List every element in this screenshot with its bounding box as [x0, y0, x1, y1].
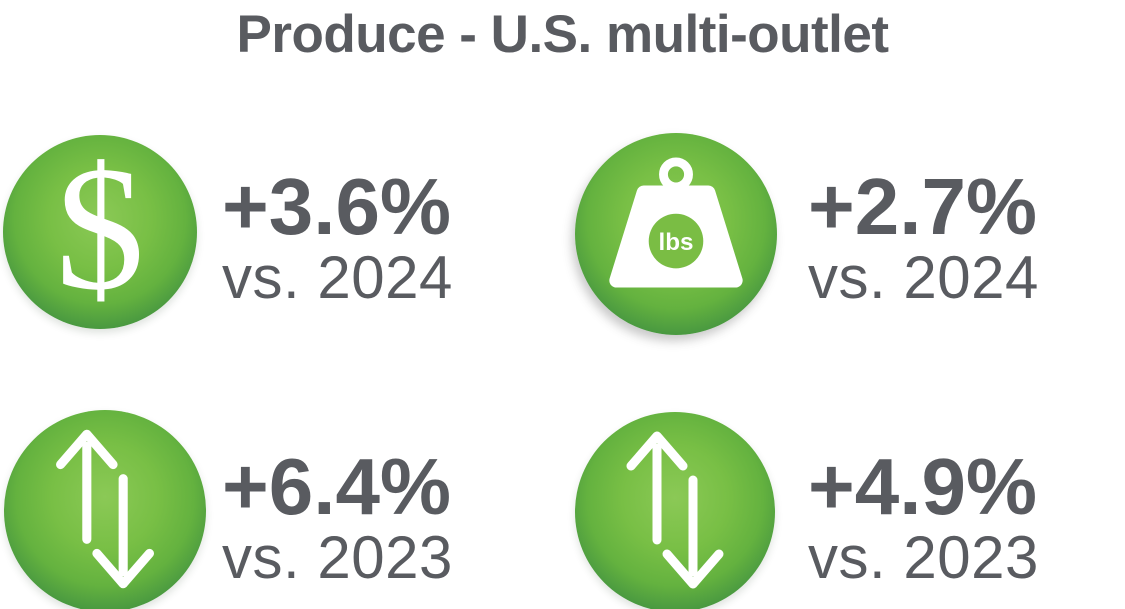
stat-label: vs. 2024: [222, 244, 453, 311]
up-down-arrows-icon-graphic: [626, 431, 724, 589]
stat-value: +2.7%: [808, 162, 1038, 251]
stat-label: vs. 2023: [222, 524, 453, 591]
weight-lbs-icon-graphic: lbs: [609, 157, 743, 288]
dollar-sign-glyph: $: [55, 129, 145, 327]
dollar-icon: $: [3, 135, 197, 329]
up-down-arrows-icon: [575, 412, 775, 609]
stat-value: +4.9%: [808, 442, 1038, 531]
page-title: Produce - U.S. multi-outlet: [236, 5, 889, 64]
up-down-arrows-icon-graphic: [56, 429, 154, 589]
lbs-badge: lbs: [658, 229, 693, 256]
up-down-arrows-icon: [4, 410, 206, 609]
stat-label: vs. 2024: [808, 244, 1039, 311]
stat-value: +6.4%: [222, 442, 452, 531]
weight-lbs-icon: lbs: [575, 133, 777, 335]
stat-value: +3.6%: [222, 162, 452, 251]
stat-lbs-vs-2023: +4.9% vs. 2023: [808, 447, 1039, 589]
stat-dollar-vs-2024: +3.6% vs. 2024: [222, 167, 453, 309]
stat-label: vs. 2023: [808, 524, 1039, 591]
stat-lbs-vs-2024: +2.7% vs. 2024: [808, 167, 1039, 309]
stat-dollar-vs-2023: +6.4% vs. 2023: [222, 447, 453, 589]
